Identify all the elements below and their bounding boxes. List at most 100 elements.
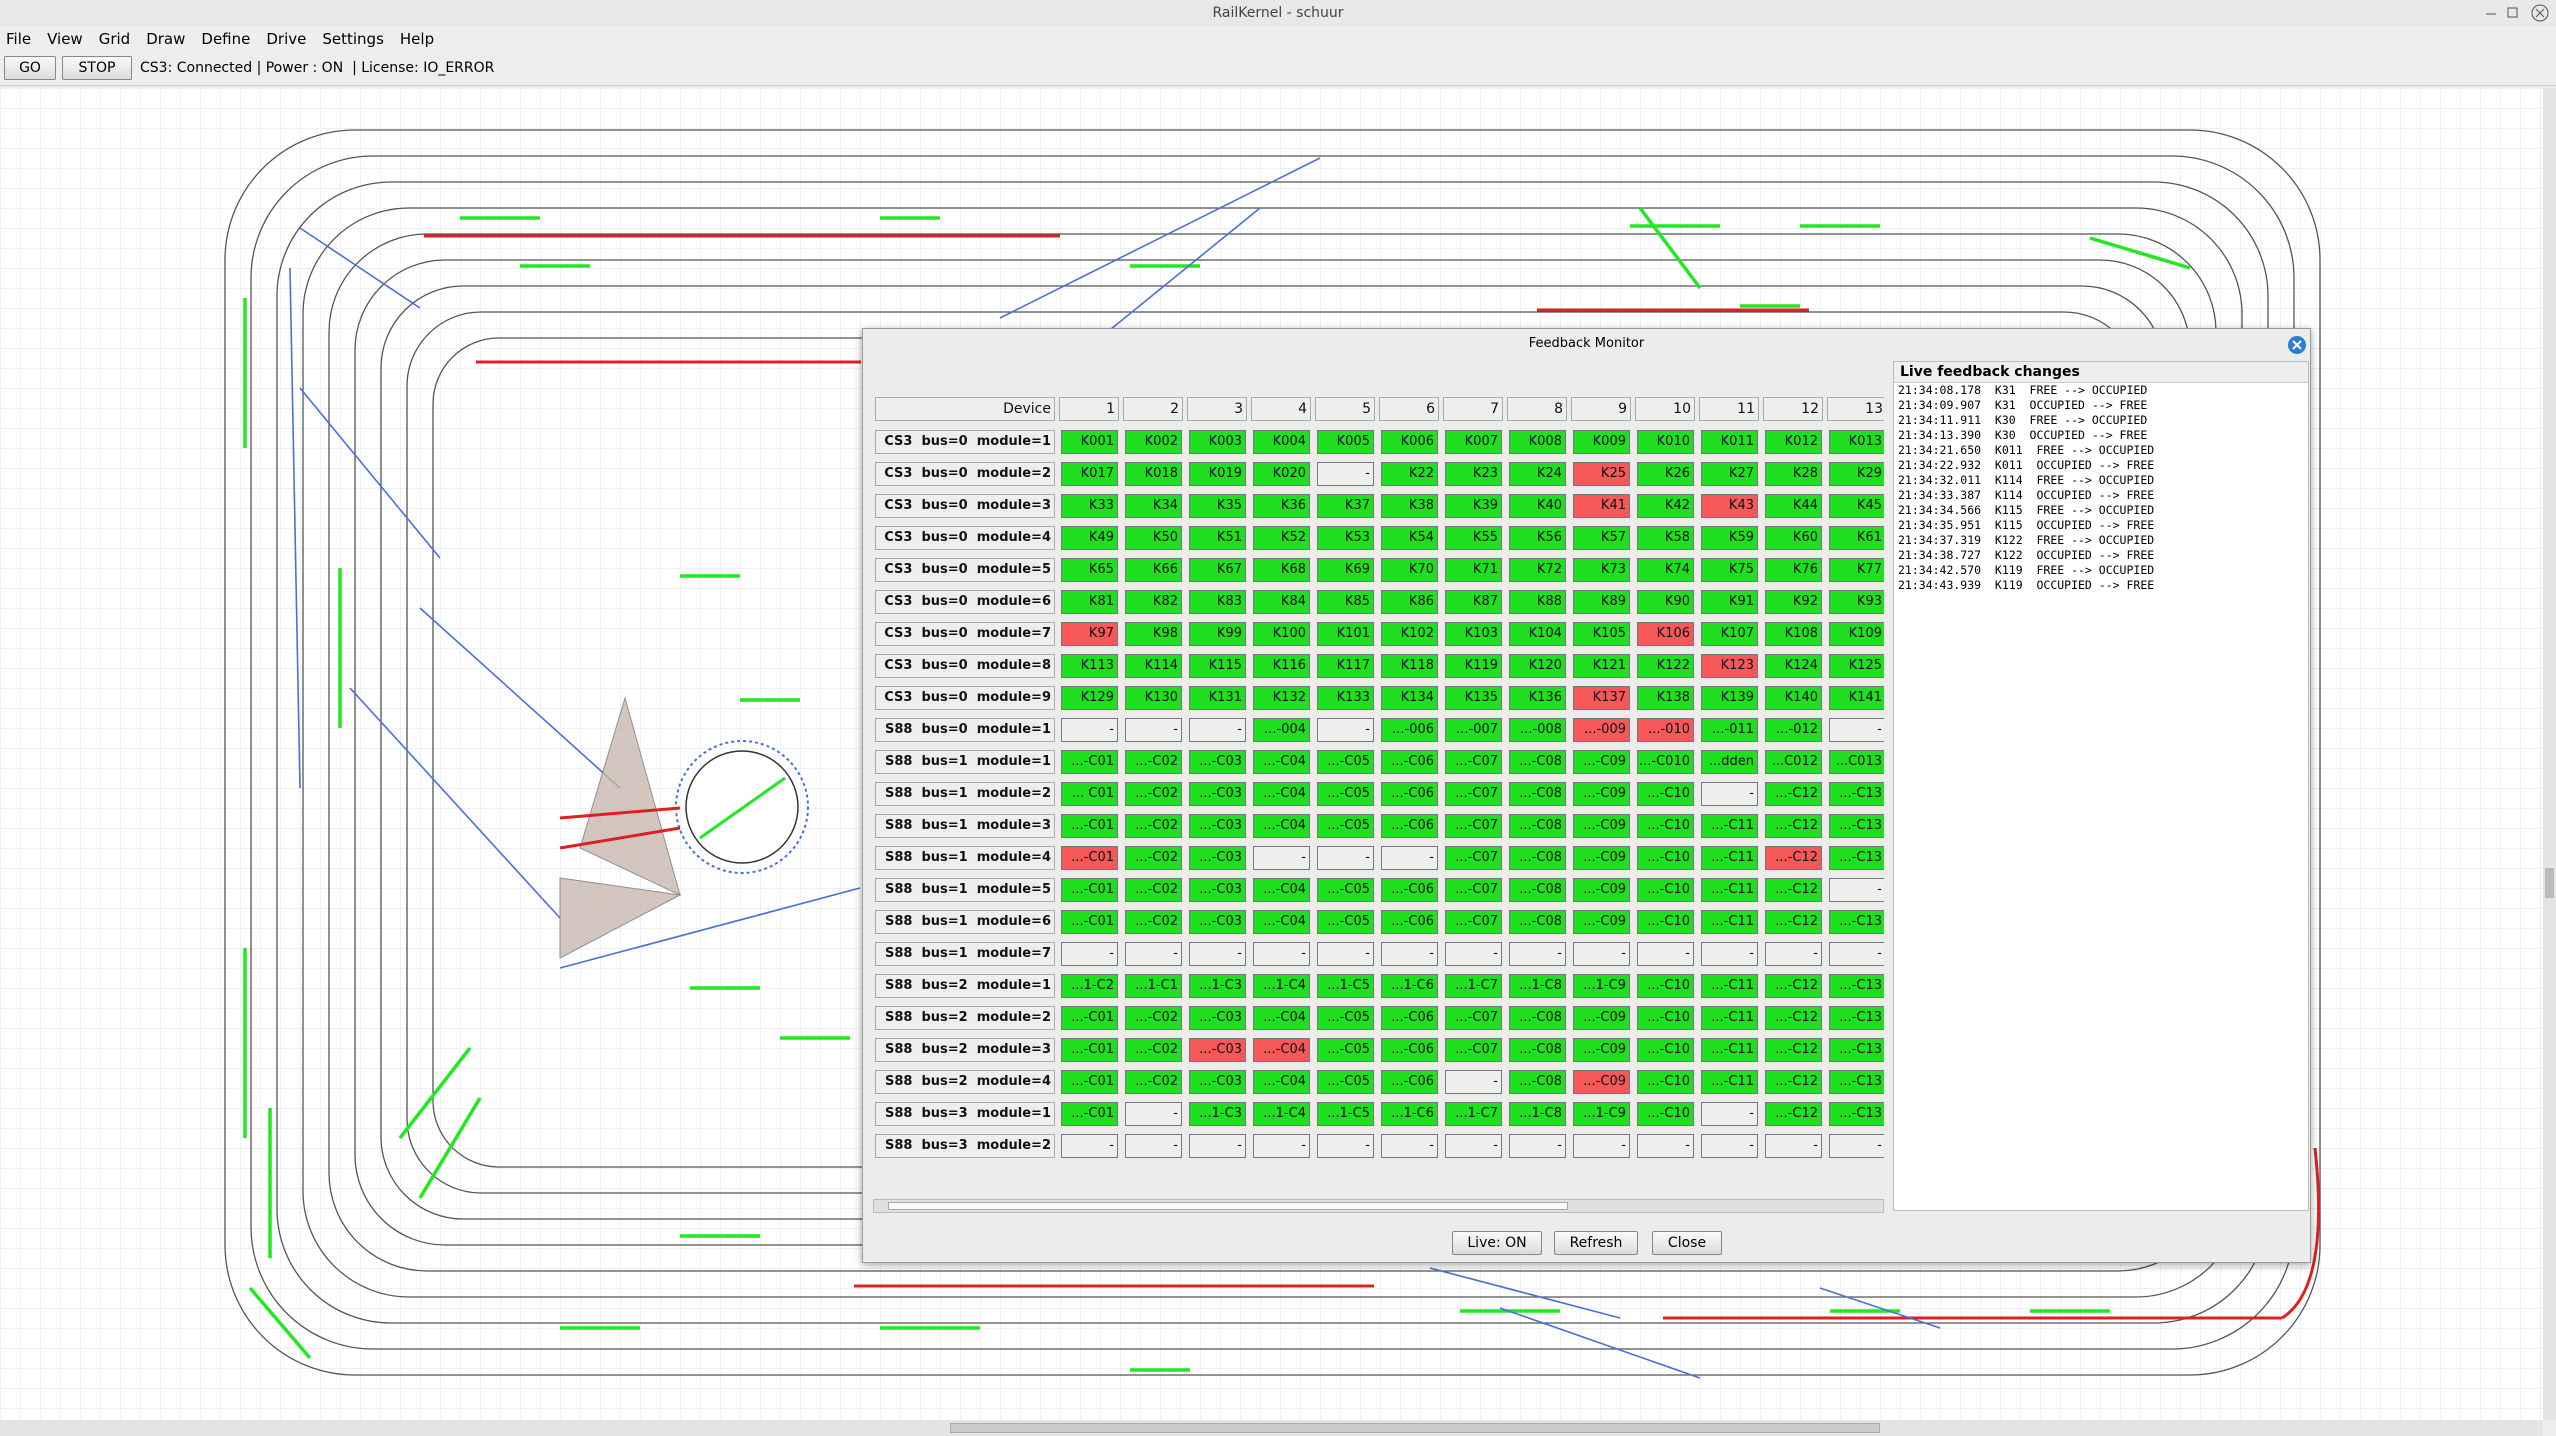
- table-scrollbar[interactable]: [873, 1199, 1884, 1213]
- feedback-cell: ...-C11: [1701, 974, 1758, 998]
- feedback-cell: -: [1701, 1102, 1758, 1126]
- column-header: 7: [1443, 397, 1503, 421]
- feedback-cell: ...-C08: [1509, 846, 1566, 870]
- feedback-cell: ...-C09: [1573, 1006, 1630, 1030]
- feedback-cell: K52: [1253, 526, 1310, 550]
- feedback-cell: ...-C10: [1637, 1102, 1694, 1126]
- feedback-cell: ...-C11: [1701, 910, 1758, 934]
- feedback-cell: -: [1381, 1134, 1438, 1158]
- feedback-cell: K137: [1573, 686, 1630, 710]
- feedback-cell: K139: [1701, 686, 1758, 710]
- menu-item[interactable]: Help: [399, 30, 435, 48]
- device-label: S88 bus=1 module=5: [875, 878, 1055, 902]
- track-segment: [1099, 207, 1261, 339]
- feedback-cell: K115: [1189, 654, 1246, 678]
- feedback-cell: K005: [1317, 430, 1374, 454]
- feedback-cell: -: [1445, 1070, 1502, 1094]
- feedback-cell: ...-C03: [1189, 814, 1246, 838]
- log-line: 21:34:35.951 K115 OCCUPIED --> FREE: [1898, 518, 2155, 532]
- feedback-cell: ...-C10: [1637, 1038, 1694, 1062]
- log-line: 21:34:34.566 K115 FREE --> OCCUPIED: [1898, 503, 2155, 517]
- close-icon[interactable]: [2287, 335, 2307, 355]
- column-header: 11: [1699, 397, 1759, 421]
- log-line: 21:34:37.319 K122 FREE --> OCCUPIED: [1898, 533, 2155, 547]
- feedback-cell: K101: [1317, 622, 1374, 646]
- stop-button[interactable]: STOP: [62, 56, 132, 80]
- live-button[interactable]: Live: ON: [1452, 1231, 1542, 1255]
- feedback-cell: ...-C08: [1509, 910, 1566, 934]
- feedback-cell: K91: [1701, 590, 1758, 614]
- feedback-cell: ...-C05: [1317, 878, 1374, 902]
- feedback-cell: ...-C09: [1573, 846, 1630, 870]
- feedback-cell: ...-C01: [1061, 1038, 1118, 1062]
- feedback-cell: ...1-C4: [1253, 974, 1310, 998]
- feedback-cell: ...C012: [1765, 750, 1822, 774]
- feedback-cell: K24: [1509, 462, 1566, 486]
- refresh-button[interactable]: Refresh: [1554, 1231, 1638, 1255]
- track-segment: [349, 687, 561, 919]
- feedback-cell: -: [1317, 846, 1374, 870]
- feedback-cell: K84: [1253, 590, 1310, 614]
- feedback-cell: ...-C12: [1765, 1070, 1822, 1094]
- log-title: Live feedback changes: [1894, 362, 2308, 383]
- feedback-cell: K88: [1509, 590, 1566, 614]
- feedback-cell: -: [1701, 1134, 1758, 1158]
- feedback-cell: ...-C12: [1765, 846, 1822, 870]
- track-segment: [248, 1286, 312, 1360]
- menu-item[interactable]: Drive: [266, 30, 307, 48]
- feedback-cell: -: [1701, 782, 1758, 806]
- feedback-cell: ...1-C9: [1573, 974, 1630, 998]
- close-button[interactable]: Close: [1652, 1231, 1722, 1255]
- feedback-cell: K93: [1829, 590, 1884, 614]
- window-controls[interactable]: [2480, 0, 2556, 26]
- feedback-cell: K54: [1381, 526, 1438, 550]
- feedback-cell: ...-C08: [1509, 782, 1566, 806]
- h-scrollbar[interactable]: [0, 1420, 2543, 1436]
- feedback-cell: K020: [1253, 462, 1310, 486]
- menu-item[interactable]: Settings: [322, 30, 384, 48]
- track-segment: [559, 887, 861, 969]
- track-segment: [299, 227, 421, 309]
- menu-item[interactable]: Grid: [98, 30, 131, 48]
- feedback-cell: K60: [1765, 526, 1822, 550]
- device-label: CS3 bus=0 module=3: [875, 494, 1055, 518]
- feedback-cell: ...-C09: [1573, 878, 1630, 902]
- feedback-cell: ...-C13: [1829, 1102, 1884, 1126]
- menu-item[interactable]: Draw: [146, 30, 186, 48]
- feedback-cell: ...1-C7: [1445, 974, 1502, 998]
- log-line: 21:34:13.390 K30 OCCUPIED --> FREE: [1898, 428, 2148, 442]
- menu-item[interactable]: File: [6, 30, 32, 48]
- feedback-cell: K121: [1573, 654, 1630, 678]
- feedback-cell: ...-C12: [1765, 782, 1822, 806]
- feedback-cell: ...-C04: [1253, 878, 1310, 902]
- feedback-cell: K105: [1573, 622, 1630, 646]
- feedback-cell: K29: [1829, 462, 1884, 486]
- device-label: S88 bus=1 module=7: [875, 942, 1055, 966]
- menu-item[interactable]: Define: [201, 30, 251, 48]
- feedback-cell: ...-C02: [1125, 1006, 1182, 1030]
- feedback-cell: K37: [1317, 494, 1374, 518]
- feedback-cell: -: [1765, 942, 1822, 966]
- feedback-cell: ...1-C8: [1509, 1102, 1566, 1126]
- menu-item[interactable]: View: [47, 30, 83, 48]
- log-line: 21:34:33.387 K114 OCCUPIED --> FREE: [1898, 488, 2155, 502]
- feedback-cell: ...-C08: [1509, 1038, 1566, 1062]
- feedback-cell: ...-C04: [1253, 782, 1310, 806]
- feedback-cell: ...-C05: [1317, 750, 1374, 774]
- column-header: 9: [1571, 397, 1631, 421]
- feedback-cell: K44: [1765, 494, 1822, 518]
- go-button[interactable]: GO: [4, 56, 56, 80]
- feedback-cell: K81: [1061, 590, 1118, 614]
- feedback-cell: ...-C13: [1829, 1006, 1884, 1030]
- log-line: 21:34:42.570 K119 FREE --> OCCUPIED: [1898, 563, 2155, 577]
- feedback-cell: K74: [1637, 558, 1694, 582]
- feedback-cell: K59: [1701, 526, 1758, 550]
- feedback-cell: ...-C02: [1125, 782, 1182, 806]
- feedback-cell: ...-C09: [1573, 910, 1630, 934]
- feedback-cell: ...-C01: [1061, 1006, 1118, 1030]
- feedback-cell: K130: [1125, 686, 1182, 710]
- feedback-cell: K131: [1189, 686, 1246, 710]
- feedback-cell: K133: [1317, 686, 1374, 710]
- v-scrollbar[interactable]: [2543, 88, 2556, 1420]
